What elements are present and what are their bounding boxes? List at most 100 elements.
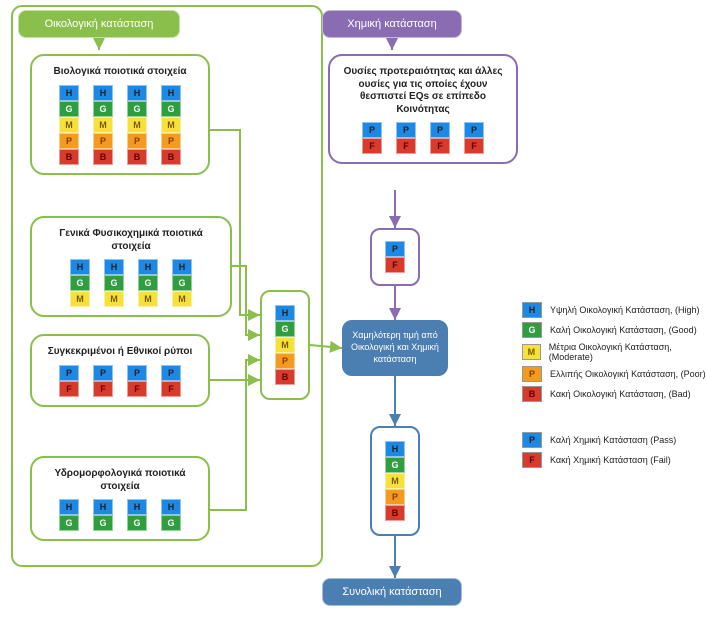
diagram-canvas: Οικολογική κατάστασηΧημική κατάστασηΣυνο…	[0, 0, 707, 620]
status-cell: P	[464, 122, 484, 138]
status-stack: HG	[161, 499, 181, 531]
panel-title: Συγκεκριμένοι ή Εθνικοί ρύποι	[40, 346, 200, 359]
legend-ecological: H Υψηλή Οικολογική Κατάσταση, (High) GΚαλή…	[522, 302, 707, 406]
status-cell: G	[70, 275, 90, 291]
status-stack: HGM	[172, 259, 192, 307]
panel-title: Γενικά Φυσικοχημικά ποιοτικά στοιχεία	[40, 228, 222, 253]
legend-row: M Μέτρια Οικολογική Κατάσταση, (Moderate)	[522, 342, 707, 362]
status-stack: PF	[464, 122, 484, 154]
status-cell: H	[385, 441, 405, 457]
legend-row: F Κακή Χημική Κατάσταση (Fail)	[522, 452, 676, 468]
status-cell: M	[127, 117, 147, 133]
status-cell: M	[59, 117, 79, 133]
header-ecological: Οικολογική κατάσταση	[18, 10, 180, 38]
status-stack: HGMPB	[59, 85, 79, 165]
status-cell: P	[127, 365, 147, 381]
legend-label: Υψηλή Οικολογική Κατάσταση, (High)	[550, 305, 700, 315]
status-cell: F	[59, 381, 79, 397]
status-stack: HG	[127, 499, 147, 531]
legend-swatch: F	[522, 452, 542, 468]
stack-group: PFPFPFPF	[40, 365, 200, 397]
status-cell: P	[161, 365, 181, 381]
legend-row: BΚακή Οικολογική Κατάσταση, (Bad)	[522, 386, 707, 402]
status-cell: G	[104, 275, 124, 291]
status-cell: F	[93, 381, 113, 397]
panel-title: Βιολογικά ποιοτικά στοιχεία	[40, 66, 200, 79]
status-cell: B	[275, 369, 295, 385]
status-cell: P	[93, 133, 113, 149]
status-cell: F	[385, 257, 405, 273]
panel-specific: Συγκεκριμένοι ή Εθνικοί ρύποιPFPFPFPF	[30, 334, 210, 407]
status-stack: HGMPB	[385, 441, 405, 521]
status-cell: P	[430, 122, 450, 138]
status-cell: M	[385, 473, 405, 489]
legend-label: Κακή Χημική Κατάσταση (Fail)	[550, 455, 671, 465]
status-cell: P	[127, 133, 147, 149]
panel-priority: Ουσίες προτεραιότητας και άλλες ουσίες γ…	[328, 54, 518, 164]
status-cell: P	[93, 365, 113, 381]
status-stack: HGM	[138, 259, 158, 307]
status-cell: B	[385, 505, 405, 521]
status-stack: HG	[59, 499, 79, 531]
status-stack: PF	[396, 122, 416, 154]
eco-combined-box: HGMPB	[260, 290, 310, 400]
status-cell: H	[59, 499, 79, 515]
status-cell: M	[70, 291, 90, 307]
status-cell: H	[275, 305, 295, 321]
status-cell: M	[172, 291, 192, 307]
status-cell: G	[161, 515, 181, 531]
status-stack: HGMPB	[275, 305, 295, 385]
status-stack: PF	[362, 122, 382, 154]
status-cell: H	[104, 259, 124, 275]
status-cell: H	[172, 259, 192, 275]
status-stack: PF	[385, 241, 405, 273]
status-cell: H	[93, 499, 113, 515]
status-cell: G	[385, 457, 405, 473]
status-stack: HGM	[70, 259, 90, 307]
status-cell: F	[362, 138, 382, 154]
chem-combined-box: PF	[370, 228, 420, 286]
status-cell: F	[161, 381, 181, 397]
status-cell: F	[127, 381, 147, 397]
header-overall: Συνολική κατάσταση	[322, 578, 462, 606]
stack-group: HGHGHGHG	[40, 499, 200, 531]
status-cell: G	[138, 275, 158, 291]
panel-biological: Βιολογικά ποιοτικά στοιχείαHGMPBHGMPBHGM…	[30, 54, 210, 175]
status-cell: F	[430, 138, 450, 154]
status-cell: H	[93, 85, 113, 101]
status-stack: PF	[93, 365, 113, 397]
status-cell: H	[59, 85, 79, 101]
status-stack: HGM	[104, 259, 124, 307]
status-cell: H	[70, 259, 90, 275]
overall-combined-box: HGMPB	[370, 426, 420, 536]
legend-label: Κακή Οικολογική Κατάσταση, (Bad)	[550, 389, 691, 399]
status-stack: PF	[59, 365, 79, 397]
legend-label: Μέτρια Οικολογική Κατάσταση, (Moderate)	[549, 342, 707, 362]
legend-swatch: G	[522, 322, 542, 338]
status-cell: H	[138, 259, 158, 275]
status-cell: F	[464, 138, 484, 154]
legend-swatch: H	[522, 302, 542, 318]
status-cell: H	[161, 499, 181, 515]
status-cell: H	[127, 85, 147, 101]
status-cell: B	[161, 149, 181, 165]
status-cell: G	[127, 101, 147, 117]
status-cell: F	[396, 138, 416, 154]
status-cell: M	[104, 291, 124, 307]
stack-group: HGMPBHGMPBHGMPBHGMPB	[40, 85, 200, 165]
status-stack: PF	[161, 365, 181, 397]
status-cell: G	[127, 515, 147, 531]
status-stack: HGMPB	[161, 85, 181, 165]
status-cell: H	[161, 85, 181, 101]
status-cell: G	[172, 275, 192, 291]
legend-row: GΚαλή Οικολογική Κατάσταση, (Good)	[522, 322, 707, 338]
status-stack: PF	[127, 365, 147, 397]
legend-swatch: M	[522, 344, 541, 360]
status-cell: P	[59, 133, 79, 149]
legend-chemical: PΚαλή Χημική Κατάσταση (Pass)FΚακή Χημικ…	[522, 432, 676, 472]
status-cell: G	[59, 515, 79, 531]
legend-label: Καλή Χημική Κατάσταση (Pass)	[550, 435, 676, 445]
status-cell: P	[161, 133, 181, 149]
status-cell: G	[59, 101, 79, 117]
status-stack: HGMPB	[127, 85, 147, 165]
